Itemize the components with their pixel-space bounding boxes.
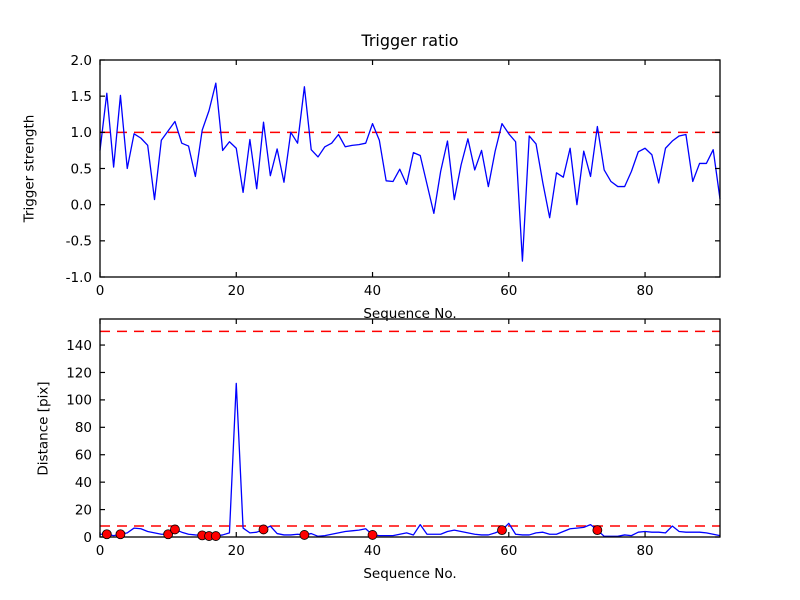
y-tick-label: 1.5 (71, 89, 92, 105)
x-tick-label: 40 (364, 283, 381, 299)
y-tick-label: -0.5 (66, 234, 92, 250)
trigger-ratio-axes: 0 20 40 60 80 -1.0 -0.5 0.0 0.5 1.0 1.5 2.0 (66, 53, 721, 299)
x-tick-label: 20 (228, 543, 245, 559)
data-point-marker (367, 530, 378, 540)
y-tick-label: 0 (83, 530, 92, 546)
x-tick-label: 80 (636, 283, 653, 299)
data-point-marker (210, 531, 221, 541)
y-tick-label: 0.5 (71, 161, 92, 177)
x-tick-label: 80 (636, 543, 653, 559)
data-point-marker (163, 529, 174, 540)
y-tick-label: 60 (75, 448, 92, 464)
data-point-marker (497, 525, 507, 536)
x-tick-label: 0 (96, 543, 105, 559)
data-point-marker (299, 530, 310, 540)
distance-axes: 0 20 40 60 80 0 20 40 60 80 100 120 140 (66, 318, 721, 559)
data-point-marker (115, 529, 126, 540)
x-tick-label: 0 (96, 283, 105, 299)
y-tick-label: 40 (75, 475, 92, 491)
top-x-axis-label: Sequence No. (363, 306, 457, 322)
y-tick-label: 20 (75, 502, 92, 518)
y-tick-label: 2.0 (71, 53, 92, 69)
bottom-x-axis-label: Sequence No. (363, 566, 457, 582)
data-point-marker (170, 524, 180, 535)
trigger-strength-line (99, 82, 721, 262)
plot-border (99, 318, 721, 538)
y-tick-label: -1.0 (66, 270, 92, 286)
x-tick-label: 60 (500, 283, 517, 299)
x-tick-label: 40 (364, 543, 381, 559)
y-tick-label: 1.0 (71, 125, 92, 141)
data-point-marker (592, 525, 603, 536)
y-tick-label: 120 (66, 365, 92, 381)
top-y-axis-label: Trigger strength (21, 114, 38, 223)
bottom-y-axis-label: Distance [pix] (35, 380, 52, 476)
chart-title: Trigger ratio (361, 31, 459, 50)
y-tick-label: 100 (66, 393, 92, 409)
data-point-marker (258, 524, 269, 535)
data-point-marker (101, 529, 112, 540)
x-tick-label: 60 (500, 543, 517, 559)
x-tick-label: 20 (228, 283, 245, 299)
distance-line (100, 382, 721, 537)
y-tick-label: 0.0 (71, 197, 92, 213)
y-tick-label: 80 (75, 420, 92, 436)
y-tick-label: 140 (66, 338, 92, 354)
